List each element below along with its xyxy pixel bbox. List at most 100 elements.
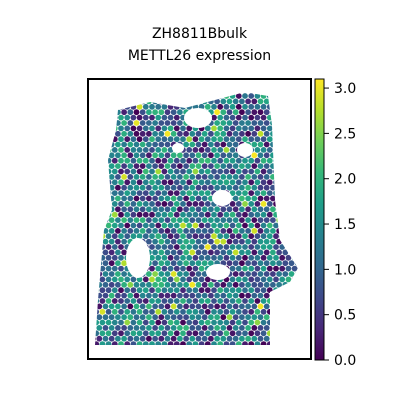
expression-spot: [254, 201, 261, 207]
expression-spot: [96, 314, 103, 321]
expression-spot: [136, 287, 143, 294]
expression-spot: [121, 130, 127, 137]
expression-spot: [288, 206, 295, 213]
expression-spot: [127, 347, 133, 353]
expression-spot: [173, 330, 180, 337]
expression-spot: [170, 163, 177, 170]
expression-spot: [301, 109, 307, 115]
expression-spot: [87, 179, 93, 185]
expression-spot: [263, 228, 270, 234]
expression-spot: [266, 190, 273, 197]
expression-spot: [96, 120, 103, 126]
expression-spot: [260, 308, 267, 315]
expression-spot: [124, 157, 131, 164]
expression-spot: [279, 330, 286, 337]
expression-spot: [167, 222, 174, 229]
expression-spot: [87, 233, 93, 239]
expression-spot: [96, 303, 103, 310]
expression-spot: [164, 98, 171, 105]
expression-spot: [242, 168, 248, 175]
expression-spot: [118, 330, 124, 337]
expression-spot: [204, 330, 211, 337]
expression-spot: [297, 103, 298, 110]
expression-spot: [121, 335, 127, 342]
expression-spot: [99, 93, 106, 99]
expression-spot: [146, 141, 152, 148]
expression-spot: [232, 335, 239, 342]
expression-spot: [201, 281, 208, 288]
expression-spot: [170, 206, 177, 213]
expression-spot: [229, 254, 236, 261]
expression-spot: [111, 114, 118, 121]
expression-spot: [130, 287, 137, 294]
expression-spot: [189, 141, 196, 148]
expression-spot: [183, 347, 189, 353]
expression-spot: [294, 174, 298, 180]
expression-spot: [232, 228, 239, 234]
expression-spot: [149, 136, 155, 143]
expression-spot: [173, 103, 180, 110]
expression-spot: [96, 130, 103, 137]
expression-spot: [195, 292, 202, 299]
expression-spot: [276, 335, 282, 342]
expression-spot: [279, 103, 286, 110]
expression-spot: [139, 184, 146, 191]
expression-spot: [242, 287, 248, 294]
expression-spot: [229, 265, 236, 272]
expression-spot: [266, 341, 273, 345]
expression-spot: [223, 233, 230, 240]
expression-spot: [276, 281, 282, 288]
expression-spot: [270, 109, 276, 116]
expression-spot: [95, 319, 100, 326]
expression-spot: [266, 233, 273, 240]
expression-spot: [260, 201, 267, 207]
expression-spot: [301, 99, 307, 105]
expression-spot: [201, 163, 208, 170]
expression-spot: [186, 222, 193, 229]
expression-spot: [167, 298, 174, 304]
expression-spot: [279, 254, 286, 261]
expression-spot: [155, 103, 162, 110]
expression-spot: [170, 195, 177, 202]
expression-spot: [297, 125, 298, 132]
expression-spot: [111, 190, 118, 197]
expression-spot: [139, 120, 146, 126]
expression-spot: [189, 249, 196, 256]
expression-spot: [208, 347, 214, 353]
expression-spot: [291, 298, 298, 304]
expression-spot: [266, 201, 273, 207]
expression-spot: [183, 141, 190, 148]
expression-spot: [294, 238, 298, 245]
expression-spot: [152, 141, 159, 148]
expression-spot: [111, 125, 118, 132]
expression-spot: [105, 341, 112, 345]
expression-spot: [204, 157, 211, 164]
expression-spot: [189, 98, 196, 105]
expression-spot: [170, 174, 177, 180]
expression-spot: [279, 298, 286, 304]
expression-spot: [220, 238, 227, 245]
expression-spot: [232, 238, 239, 245]
expression-spot: [192, 308, 199, 315]
colorbar-tick-label: 2.0: [334, 172, 356, 188]
expression-spot: [161, 157, 168, 164]
expression-spot: [124, 341, 131, 345]
expression-spot: [251, 195, 258, 202]
expression-spot: [136, 211, 143, 218]
expression-spot: [260, 211, 267, 218]
expression-spot: [99, 298, 106, 304]
expression-spot: [149, 222, 155, 229]
expression-spot: [248, 341, 255, 345]
expression-spot: [161, 341, 168, 345]
expression-spot: [245, 347, 251, 353]
expression-spot: [297, 179, 298, 186]
expression-spot: [124, 201, 131, 207]
expression-spot: [285, 254, 292, 261]
expression-spot: [192, 222, 199, 229]
expression-spot: [102, 249, 109, 256]
expression-spot: [192, 287, 199, 294]
expression-spot: [198, 287, 205, 294]
expression-spot: [95, 254, 100, 261]
expression-spot: [235, 168, 242, 175]
expression-spot: [130, 103, 137, 110]
